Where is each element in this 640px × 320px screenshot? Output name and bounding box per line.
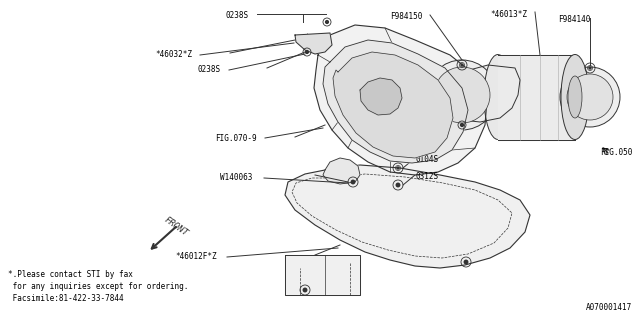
Ellipse shape — [561, 54, 589, 140]
Circle shape — [434, 67, 490, 123]
Circle shape — [589, 67, 591, 69]
Circle shape — [306, 51, 308, 53]
Text: *46013*Z: *46013*Z — [490, 10, 527, 19]
Polygon shape — [458, 65, 520, 122]
Polygon shape — [295, 33, 332, 54]
Polygon shape — [498, 55, 575, 140]
Circle shape — [303, 288, 307, 292]
Circle shape — [326, 20, 328, 23]
Circle shape — [427, 60, 497, 130]
Text: F984140: F984140 — [558, 15, 590, 24]
Polygon shape — [333, 52, 453, 158]
Circle shape — [461, 64, 463, 66]
Text: FIG.070-9: FIG.070-9 — [215, 134, 257, 143]
Polygon shape — [360, 78, 402, 115]
Circle shape — [396, 183, 400, 187]
Circle shape — [397, 167, 399, 169]
Text: 0104S: 0104S — [416, 155, 439, 164]
Text: 0238S: 0238S — [197, 65, 220, 74]
Text: 0238S: 0238S — [225, 11, 248, 20]
Polygon shape — [285, 165, 530, 268]
Text: FIG.050: FIG.050 — [600, 148, 632, 157]
Text: *46032*Z: *46032*Z — [155, 50, 192, 59]
Text: *.Please contact STI by fax: *.Please contact STI by fax — [8, 270, 133, 279]
Text: *46012F*Z: *46012F*Z — [175, 252, 216, 261]
Circle shape — [461, 124, 463, 126]
Polygon shape — [285, 255, 360, 295]
Ellipse shape — [568, 76, 582, 118]
Text: W140063: W140063 — [220, 173, 252, 182]
Text: Facsimile:81-422-33-7844: Facsimile:81-422-33-7844 — [8, 294, 124, 303]
Circle shape — [560, 67, 620, 127]
Circle shape — [464, 260, 468, 264]
Polygon shape — [323, 158, 360, 184]
Circle shape — [567, 74, 613, 120]
Text: 0312S: 0312S — [416, 172, 439, 181]
Text: for any inquiries except for ordering.: for any inquiries except for ordering. — [8, 282, 188, 291]
Text: F984150: F984150 — [390, 12, 422, 21]
Polygon shape — [323, 40, 468, 163]
Circle shape — [351, 180, 355, 184]
Polygon shape — [314, 25, 487, 175]
Ellipse shape — [484, 54, 512, 140]
Text: FRONT: FRONT — [163, 215, 190, 238]
Text: A070001417: A070001417 — [586, 303, 632, 312]
